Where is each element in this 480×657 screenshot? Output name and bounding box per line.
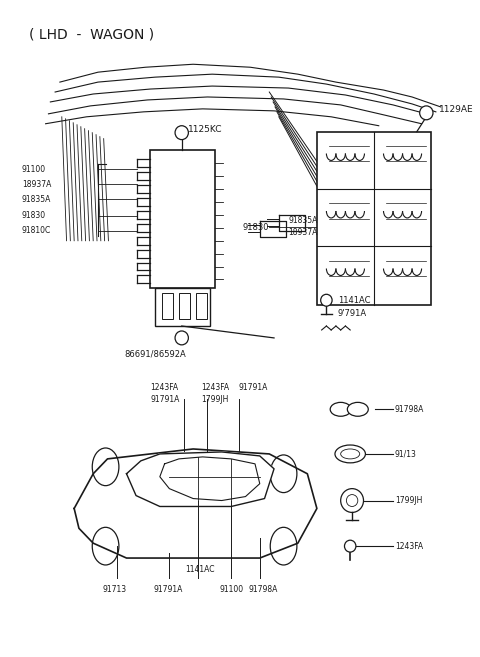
Circle shape	[347, 495, 358, 507]
Text: 9'791A: 9'791A	[338, 309, 367, 317]
Text: 1243FA: 1243FA	[150, 383, 179, 392]
Text: 91100: 91100	[22, 165, 46, 174]
Text: 91798A: 91798A	[248, 585, 278, 595]
Text: 18937A: 18937A	[22, 180, 51, 189]
Text: 18937A: 18937A	[288, 229, 318, 237]
Circle shape	[420, 106, 433, 120]
Bar	[155, 288, 210, 326]
Bar	[196, 293, 207, 319]
Circle shape	[175, 125, 188, 139]
Ellipse shape	[335, 445, 365, 463]
Text: 1125KC: 1125KC	[188, 125, 223, 134]
Ellipse shape	[348, 402, 368, 417]
Circle shape	[321, 294, 332, 306]
Text: 1243FA: 1243FA	[201, 383, 229, 392]
Polygon shape	[160, 457, 260, 501]
Bar	[162, 293, 173, 319]
Text: 91830: 91830	[22, 212, 46, 221]
Text: ( LHD  -  WAGON ): ( LHD - WAGON )	[29, 28, 155, 41]
Ellipse shape	[330, 402, 351, 417]
Bar	[179, 293, 190, 319]
Text: 91791A: 91791A	[150, 395, 180, 404]
Text: 91810C: 91810C	[22, 226, 51, 235]
Circle shape	[345, 540, 356, 552]
Bar	[150, 150, 215, 288]
Text: 91100: 91100	[220, 585, 244, 595]
Text: 91798A: 91798A	[395, 405, 424, 414]
Polygon shape	[74, 449, 317, 558]
Circle shape	[341, 489, 363, 512]
Text: 1129AE: 1129AE	[439, 105, 473, 114]
Text: 1799JH: 1799JH	[395, 496, 422, 505]
Ellipse shape	[270, 528, 297, 565]
Text: 91835A: 91835A	[288, 216, 318, 225]
Text: 91713: 91713	[103, 585, 127, 595]
Text: 91791A: 91791A	[153, 585, 182, 595]
Bar	[317, 131, 431, 306]
Text: 91/13: 91/13	[395, 449, 417, 459]
Text: 1141AC: 1141AC	[186, 566, 215, 574]
Text: 86691/86592A: 86691/86592A	[125, 350, 186, 358]
Circle shape	[175, 331, 188, 345]
Text: 1141AC: 1141AC	[338, 296, 370, 305]
Ellipse shape	[92, 528, 119, 565]
Text: 1243FA: 1243FA	[395, 541, 423, 551]
Polygon shape	[127, 452, 274, 507]
Ellipse shape	[270, 455, 297, 493]
Text: 91830: 91830	[242, 223, 269, 232]
Ellipse shape	[92, 448, 119, 486]
Text: 91835A: 91835A	[22, 194, 51, 204]
Ellipse shape	[341, 449, 360, 459]
Text: 1799JH: 1799JH	[201, 395, 228, 404]
Text: 91791A: 91791A	[239, 383, 268, 392]
